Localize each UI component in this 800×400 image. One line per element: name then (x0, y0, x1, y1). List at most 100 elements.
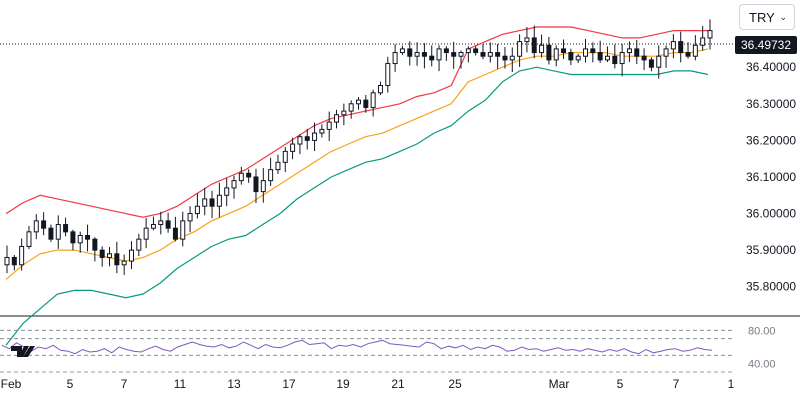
candle (626, 41, 632, 63)
candle (180, 211, 186, 247)
rsi-tick-label: 80.00 (748, 325, 776, 337)
candle (268, 157, 274, 187)
candle (356, 97, 361, 110)
candle (92, 237, 98, 262)
candle (509, 47, 515, 73)
candle (451, 41, 457, 69)
rsi-pane: 80.00 40.00 (0, 325, 776, 373)
candle (150, 216, 156, 231)
currency-select[interactable]: TRY ⌄ (739, 4, 795, 30)
time-tick-label: 5 (67, 377, 74, 391)
candle (341, 103, 347, 126)
bollinger-upper-line (5, 26, 708, 218)
candle (143, 218, 149, 249)
candle (634, 40, 640, 65)
time-axis[interactable]: Feb 5 7 11 13 17 19 21 25 Mar 5 7 1 (1, 377, 735, 391)
candle (480, 44, 486, 60)
candle (429, 45, 435, 67)
candle (312, 122, 318, 152)
candle (55, 215, 61, 249)
candle (275, 154, 281, 174)
candle (290, 137, 296, 160)
candle (385, 56, 391, 93)
price-tick-label: 36.40000 (746, 60, 796, 74)
candle (604, 46, 610, 63)
candle (334, 109, 340, 129)
candle (399, 45, 405, 55)
candle (202, 187, 208, 216)
candle (421, 43, 427, 69)
candle (19, 238, 25, 271)
time-tick-label: 19 (336, 377, 350, 391)
candle (187, 206, 193, 233)
candle (546, 36, 552, 65)
time-tick-label: Mar (549, 377, 570, 391)
candle (326, 111, 332, 142)
time-tick-label: 17 (282, 377, 296, 391)
candle (414, 42, 420, 66)
tradingview-logo-icon (11, 346, 35, 357)
candle (458, 50, 464, 69)
candle (377, 81, 383, 96)
candle (128, 241, 134, 270)
candle (33, 214, 39, 240)
candle (663, 45, 669, 68)
time-tick-label: Feb (1, 377, 22, 391)
candle (539, 34, 545, 58)
candle (443, 46, 449, 61)
plot-area (0, 43, 800, 317)
time-tick-label: 5 (617, 377, 624, 391)
price-tick-label: 36.30000 (746, 97, 796, 111)
candle (231, 175, 237, 199)
price-axis[interactable]: 35.80000 35.90000 36.00000 36.10000 36.20000… (746, 60, 796, 294)
candle (619, 43, 625, 77)
price-tick-label: 35.80000 (746, 280, 796, 294)
rsi-tick-label: 40.00 (748, 359, 776, 371)
candle (99, 246, 105, 267)
candle (253, 168, 259, 203)
candles (4, 19, 713, 275)
candle (319, 124, 325, 138)
price-tick-label: 35.90000 (746, 243, 796, 257)
time-tick-label: 13 (227, 377, 241, 391)
time-tick-label: 7 (121, 377, 128, 391)
rsi-line (1, 339, 713, 355)
candle (282, 146, 288, 173)
candle (473, 46, 479, 56)
candle (209, 190, 215, 219)
candle (63, 217, 69, 237)
candle (304, 128, 310, 150)
bollinger-lower-line (5, 66, 709, 346)
candle (11, 255, 17, 271)
price-tick-label: 36.20000 (746, 133, 796, 147)
candle (656, 45, 662, 79)
candle (568, 48, 574, 66)
time-tick-label: 25 (448, 377, 462, 391)
candle (363, 94, 369, 113)
candle (678, 31, 684, 63)
candle (107, 247, 113, 267)
candle (136, 233, 142, 257)
candle (531, 25, 537, 59)
candle (524, 27, 530, 53)
candle (495, 44, 501, 69)
candle (590, 42, 596, 63)
candle (685, 42, 691, 59)
candle (77, 231, 83, 253)
candle (575, 53, 581, 64)
time-tick-label: 11 (174, 377, 187, 391)
candle (70, 229, 76, 251)
price-tick-label: 36.00000 (746, 207, 796, 221)
candle (707, 19, 713, 50)
candle (700, 25, 706, 51)
candle (224, 178, 230, 207)
time-tick-label: 1 (728, 377, 735, 391)
candle (597, 40, 603, 63)
candle (407, 41, 413, 66)
candle (370, 89, 376, 117)
chevron-down-icon: ⌄ (779, 11, 787, 22)
candle (670, 33, 676, 59)
candle (348, 100, 354, 119)
candle (121, 254, 127, 275)
